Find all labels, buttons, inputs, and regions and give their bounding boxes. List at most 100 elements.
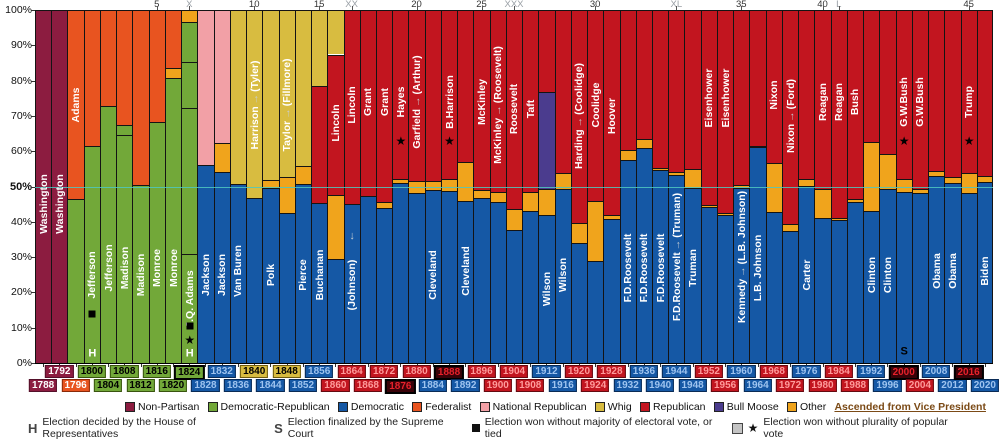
gray-box-icon bbox=[731, 422, 743, 434]
year-label-1852: 1852 bbox=[288, 378, 318, 392]
segment-DR bbox=[84, 146, 100, 363]
segment-OT bbox=[717, 212, 734, 215]
segment-DR bbox=[149, 122, 165, 363]
segment-D bbox=[409, 192, 425, 363]
winner-label: F.D.Roosevelt bbox=[638, 233, 650, 302]
segment-R bbox=[864, 10, 880, 143]
winner-name: Monroe bbox=[151, 248, 164, 287]
winner-label: Pierce bbox=[297, 259, 309, 291]
segment-R bbox=[376, 10, 393, 203]
segment-D bbox=[247, 197, 263, 363]
segment-D bbox=[864, 211, 880, 363]
footnote-square: Election won without majority of elector… bbox=[471, 416, 732, 440]
year-label-2004: 2004 bbox=[905, 378, 935, 392]
bar-1988: Bush bbox=[846, 10, 864, 363]
year-label-1792: 1792 bbox=[45, 365, 74, 378]
bar-1796: Adams bbox=[67, 10, 84, 363]
year-label-1960: 1960 bbox=[727, 365, 756, 378]
segment-D bbox=[295, 183, 312, 363]
x-axis-tick bbox=[790, 364, 792, 367]
x-axis-tick bbox=[562, 364, 564, 367]
winner-name: Buchanan bbox=[313, 249, 326, 301]
segment-D bbox=[344, 204, 360, 363]
footnote-S: S Election finalized by the Supreme Court bbox=[274, 416, 472, 440]
x-axis-tick bbox=[692, 364, 694, 367]
segment-D bbox=[912, 192, 929, 363]
segment-D bbox=[604, 218, 620, 363]
bar-1960: Kennedy→(L.B. Johnson) bbox=[733, 10, 750, 363]
segment-OT bbox=[458, 161, 474, 201]
footnote-H: H Election decided by the House of Repres… bbox=[28, 416, 274, 440]
year-label-2020: 2020 bbox=[970, 378, 999, 392]
supreme-court-mark: S bbox=[900, 345, 908, 358]
bar-1892: Cleveland bbox=[457, 10, 474, 363]
segment-DR bbox=[182, 61, 198, 108]
no-popular-plurality-star: ★ bbox=[963, 133, 975, 148]
segment-D bbox=[847, 202, 864, 363]
winner-name: Harrison bbox=[248, 106, 261, 150]
segment-R bbox=[636, 10, 652, 139]
year-label-1996: 1996 bbox=[873, 378, 902, 392]
election-ordinal-label: X bbox=[186, 0, 193, 10]
x-axis-tick bbox=[335, 364, 337, 367]
segment-W bbox=[279, 10, 295, 178]
winner-name: Lincoln bbox=[329, 104, 342, 142]
x-axis-tick bbox=[952, 364, 954, 367]
legend-item-F: Federalist bbox=[412, 401, 471, 413]
election-ordinal-label: L bbox=[836, 0, 842, 10]
segment-OT bbox=[490, 192, 506, 203]
year-label-1804: 1804 bbox=[93, 378, 123, 392]
year-label-1836: 1836 bbox=[223, 378, 253, 392]
year-label-1896: 1896 bbox=[467, 365, 496, 378]
winner-name: G.W.Bush bbox=[898, 76, 911, 127]
y-axis-label: 0% bbox=[16, 357, 32, 369]
year-label-1968: 1968 bbox=[759, 365, 788, 378]
succession-arrow-icon: → bbox=[248, 94, 261, 105]
winner-name: Garfield bbox=[411, 108, 424, 149]
year-label-1992: 1992 bbox=[857, 365, 886, 378]
footnote-text: Election finalized by the Supreme Court bbox=[287, 416, 444, 440]
y-axis-label: 90% bbox=[10, 39, 32, 52]
segment-NR bbox=[198, 10, 214, 166]
succession-arrow-icon: → bbox=[784, 111, 797, 122]
winner-name: Jackson bbox=[216, 253, 229, 296]
segment-R bbox=[523, 10, 539, 193]
segment-R bbox=[425, 10, 441, 181]
segment-D bbox=[701, 206, 717, 363]
top-tick bbox=[481, 6, 483, 10]
segment-OT bbox=[945, 176, 961, 183]
top-tick bbox=[351, 6, 353, 10]
segment-OT bbox=[653, 168, 669, 170]
segment-OT bbox=[588, 200, 604, 262]
y-axis-tick bbox=[31, 186, 35, 188]
segment-BM bbox=[539, 91, 555, 189]
year-label-1788: 1788 bbox=[28, 378, 58, 392]
segment-D bbox=[555, 189, 571, 363]
legend-swatch-icon bbox=[594, 402, 605, 412]
succession-arrow-icon: → bbox=[670, 239, 683, 251]
bar-1788: Washington bbox=[35, 10, 52, 363]
winner-label: Nixon bbox=[768, 80, 780, 109]
winner-name: Taft bbox=[524, 99, 537, 119]
segment-OT bbox=[685, 169, 701, 188]
segment-R bbox=[393, 10, 409, 180]
winner-name: Jefferson bbox=[102, 244, 115, 292]
winner-name: Lincoln bbox=[346, 86, 359, 124]
successor-name: (Fillmore) bbox=[281, 58, 294, 107]
segment-R bbox=[490, 10, 506, 193]
segment-OT bbox=[750, 145, 766, 148]
segment-OT bbox=[539, 188, 555, 216]
segment-D bbox=[328, 258, 344, 363]
segment-OT bbox=[620, 150, 636, 161]
segment-OT bbox=[929, 171, 945, 177]
segment-OT bbox=[912, 189, 929, 193]
winner-label: Washington bbox=[38, 174, 50, 234]
segment-R bbox=[344, 10, 360, 205]
y-axis-tick bbox=[31, 292, 35, 294]
winner-name: Washington bbox=[53, 174, 66, 234]
president-ordinal-label: 10 bbox=[248, 0, 260, 10]
winner-name: Jackson bbox=[199, 253, 212, 296]
winner-label: Monroe bbox=[151, 249, 163, 287]
winner-name: F.D.Roosevelt bbox=[638, 233, 651, 303]
